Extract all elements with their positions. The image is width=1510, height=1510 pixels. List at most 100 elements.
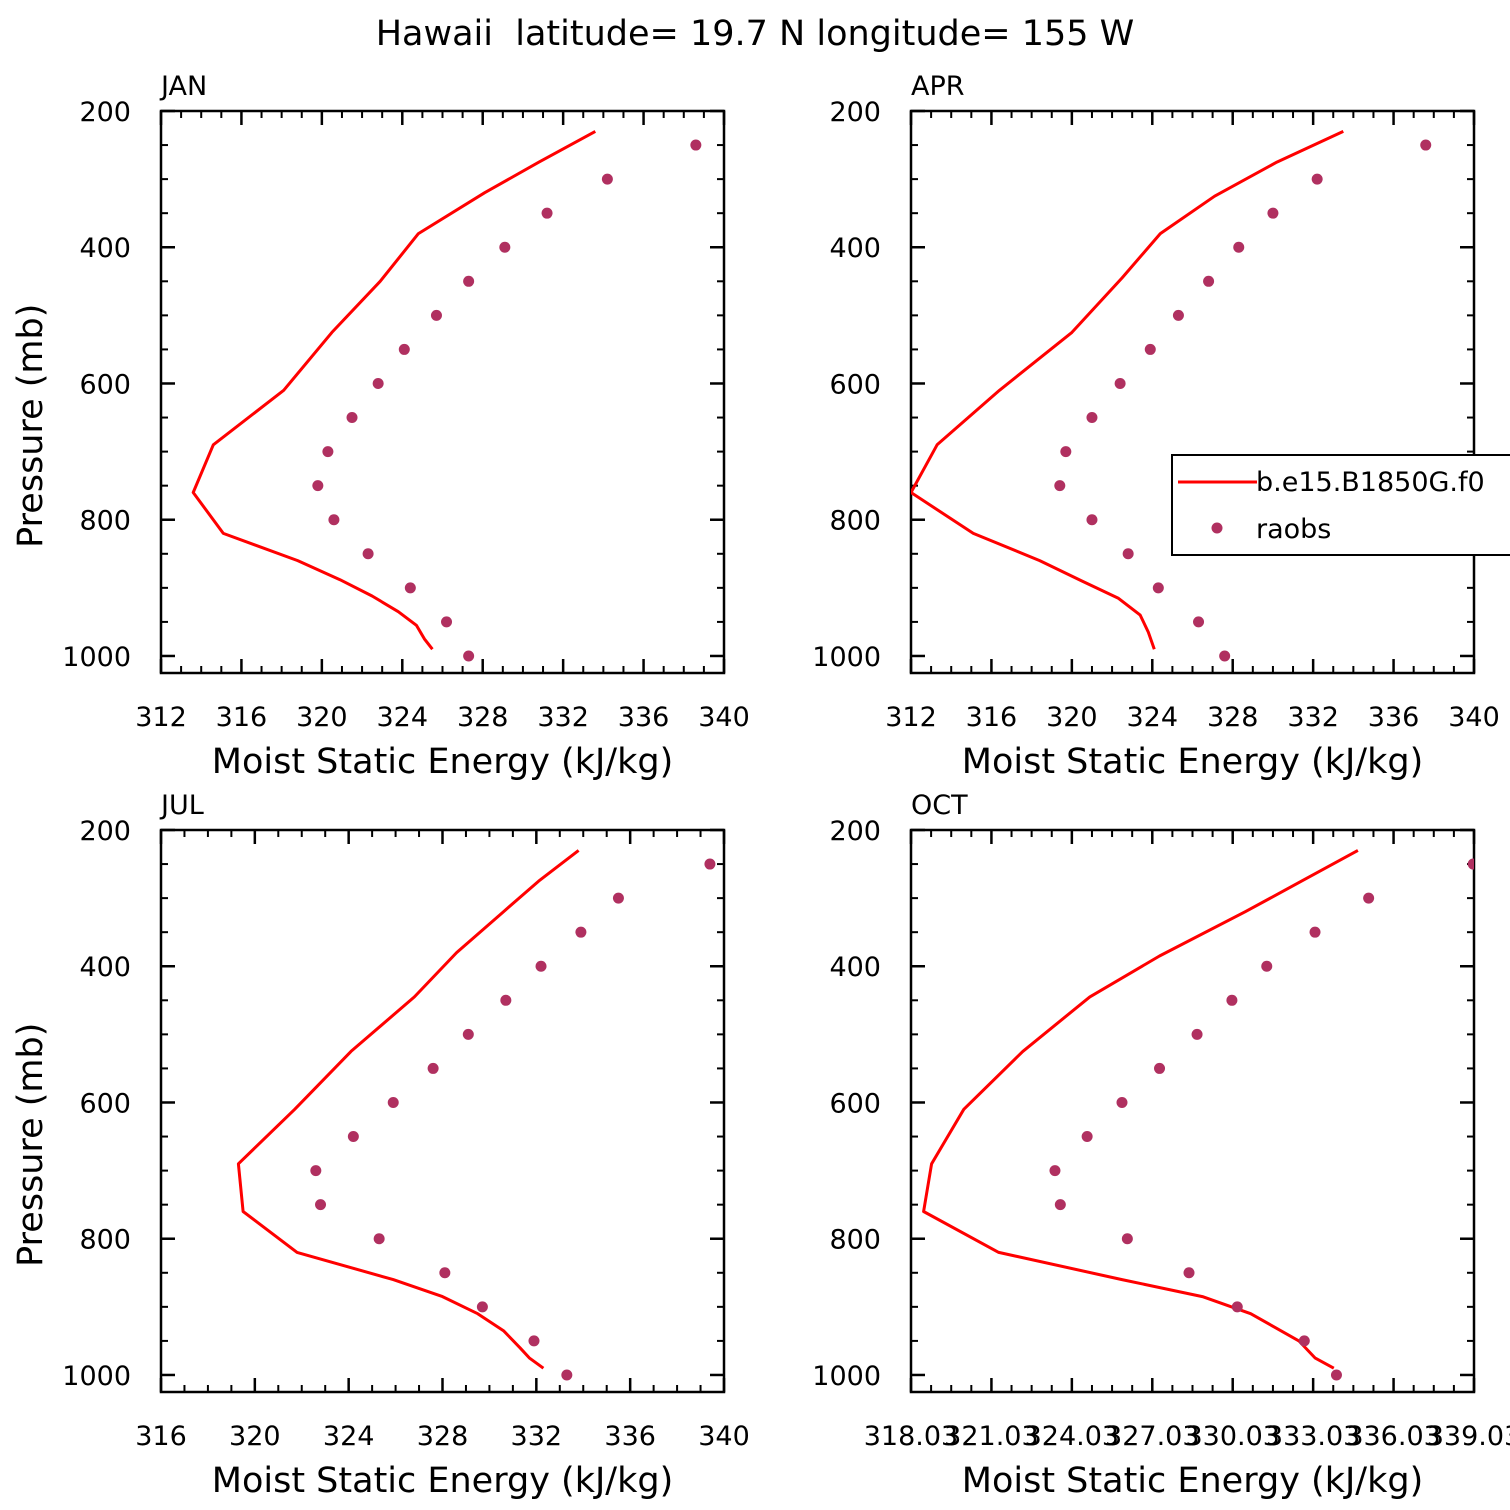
data-point-raobs — [404, 582, 416, 594]
data-point-raobs — [1363, 892, 1375, 904]
data-point-raobs — [430, 309, 442, 321]
y-tick-label: 1000 — [62, 1361, 131, 1392]
y-tick-label: 400 — [829, 233, 881, 264]
plot-area — [922, 849, 1474, 1381]
data-point-raobs — [387, 1096, 399, 1108]
data-point-raobs — [1086, 412, 1098, 424]
data-point-raobs — [1309, 926, 1321, 938]
x-tick-label: 316 — [135, 1421, 187, 1452]
data-point-raobs — [1467, 858, 1474, 870]
data-point-raobs — [690, 139, 702, 151]
figure-title: Hawaii latitude= 19.7 N longitude= 155 W — [376, 14, 1135, 54]
x-tick-label: 312 — [885, 702, 937, 733]
data-point-raobs — [441, 616, 453, 628]
x-axis-label: Moist Static Energy (kJ/kg) — [212, 1461, 673, 1501]
x-tick-label: 324 — [377, 702, 429, 733]
data-point-raobs — [463, 650, 475, 662]
data-point-raobs — [528, 1335, 540, 1347]
y-tick-label: 800 — [79, 1225, 131, 1256]
data-point-raobs — [1183, 1267, 1195, 1279]
legend-point-swatch — [1211, 522, 1223, 534]
y-tick-label: 200 — [79, 816, 131, 847]
panel-title: OCT — [911, 790, 968, 821]
y-axis-label: Pressure (mb) — [11, 1023, 51, 1267]
series-line-model — [236, 849, 580, 1370]
x-tick-label: 316 — [966, 702, 1018, 733]
legend: b.e15.B1850G.f0 raobs — [1171, 454, 1510, 556]
data-point-raobs — [328, 514, 340, 526]
data-point-raobs — [1081, 1131, 1093, 1143]
x-axis-label: Moist Static Energy (kJ/kg) — [962, 1461, 1423, 1501]
data-point-raobs — [535, 960, 547, 972]
y-tick-label: 400 — [79, 233, 131, 264]
data-point-raobs — [1121, 1233, 1133, 1245]
plot-area — [236, 849, 716, 1381]
panel-oct: 318.03321.03324.03327.03330.03333.03336.… — [812, 790, 1510, 1501]
panel-title: JUL — [159, 790, 204, 821]
panel-title: JAN — [159, 71, 207, 102]
y-tick-label: 600 — [829, 369, 881, 400]
plot-area — [911, 130, 1432, 662]
data-point-raobs — [1298, 1335, 1310, 1347]
data-point-raobs — [1144, 343, 1156, 355]
y-tick-label: 800 — [79, 506, 131, 537]
data-point-raobs — [398, 343, 410, 355]
data-point-raobs — [372, 377, 384, 389]
y-tick-label: 200 — [829, 816, 881, 847]
x-tick-label: 327.03 — [1105, 1421, 1199, 1452]
data-point-raobs — [1060, 446, 1072, 458]
x-tick-label: 312 — [135, 702, 187, 733]
x-tick-label: 336 — [1368, 702, 1420, 733]
data-point-raobs — [347, 1131, 359, 1143]
x-tick-label: 324 — [323, 1421, 375, 1452]
data-point-raobs — [575, 926, 587, 938]
y-tick-label: 200 — [829, 97, 881, 128]
x-tick-label: 340 — [698, 1421, 750, 1452]
data-point-raobs — [1086, 514, 1098, 526]
data-point-raobs — [315, 1199, 327, 1211]
y-tick-label: 800 — [829, 1225, 881, 1256]
y-tick-label: 600 — [79, 1088, 131, 1119]
plot-frame — [159, 828, 726, 1394]
x-tick-label: 328 — [457, 702, 509, 733]
x-tick-label: 336 — [604, 1421, 656, 1452]
data-point-raobs — [1267, 207, 1279, 219]
data-point-raobs — [312, 480, 324, 492]
data-point-raobs — [463, 275, 475, 287]
data-point-raobs — [476, 1301, 488, 1313]
x-tick-label: 333.03 — [1266, 1421, 1360, 1452]
y-tick-label: 600 — [829, 1088, 881, 1119]
x-tick-label: 320 — [1046, 702, 1098, 733]
data-point-raobs — [1114, 377, 1126, 389]
data-point-raobs — [1193, 616, 1205, 628]
data-point-raobs — [1231, 1301, 1243, 1313]
plot-area — [191, 130, 702, 662]
data-point-raobs — [601, 173, 613, 185]
data-point-raobs — [310, 1165, 322, 1177]
x-tick-label: 316 — [216, 702, 268, 733]
x-tick-label: 324 — [1127, 702, 1179, 733]
x-tick-label: 321.03 — [944, 1421, 1038, 1452]
data-point-raobs — [346, 412, 358, 424]
panel-apr: 312 316 320 324 328 332 336 340 200 400 600 800 1000… — [812, 71, 1510, 782]
y-tick-label: 400 — [829, 952, 881, 983]
y-tick-label: 800 — [829, 506, 881, 537]
x-tick-label: 328 — [417, 1421, 469, 1452]
data-point-raobs — [1219, 650, 1231, 662]
chart-panels: 312 316 320 324 328 332 336 340 200 400 600 800 1000… — [11, 71, 1510, 1501]
data-point-raobs — [612, 892, 624, 904]
legend-label: raobs — [1256, 514, 1331, 545]
data-point-raobs — [1054, 1199, 1066, 1211]
y-tick-label: 600 — [79, 369, 131, 400]
data-point-raobs — [1116, 1096, 1128, 1108]
legend-label: b.e15.B1850G.f0 — [1256, 467, 1485, 498]
data-point-raobs — [1191, 1028, 1203, 1040]
data-point-raobs — [500, 994, 512, 1006]
x-tick-label: 336.03 — [1346, 1421, 1440, 1452]
data-point-raobs — [439, 1267, 451, 1279]
data-point-raobs — [1054, 480, 1066, 492]
x-tick-label: 332 — [511, 1421, 563, 1452]
data-point-raobs — [704, 858, 716, 870]
panel-jan: 312 316 320 324 328 332 336 340 200 400 600 800 1000… — [11, 71, 750, 782]
